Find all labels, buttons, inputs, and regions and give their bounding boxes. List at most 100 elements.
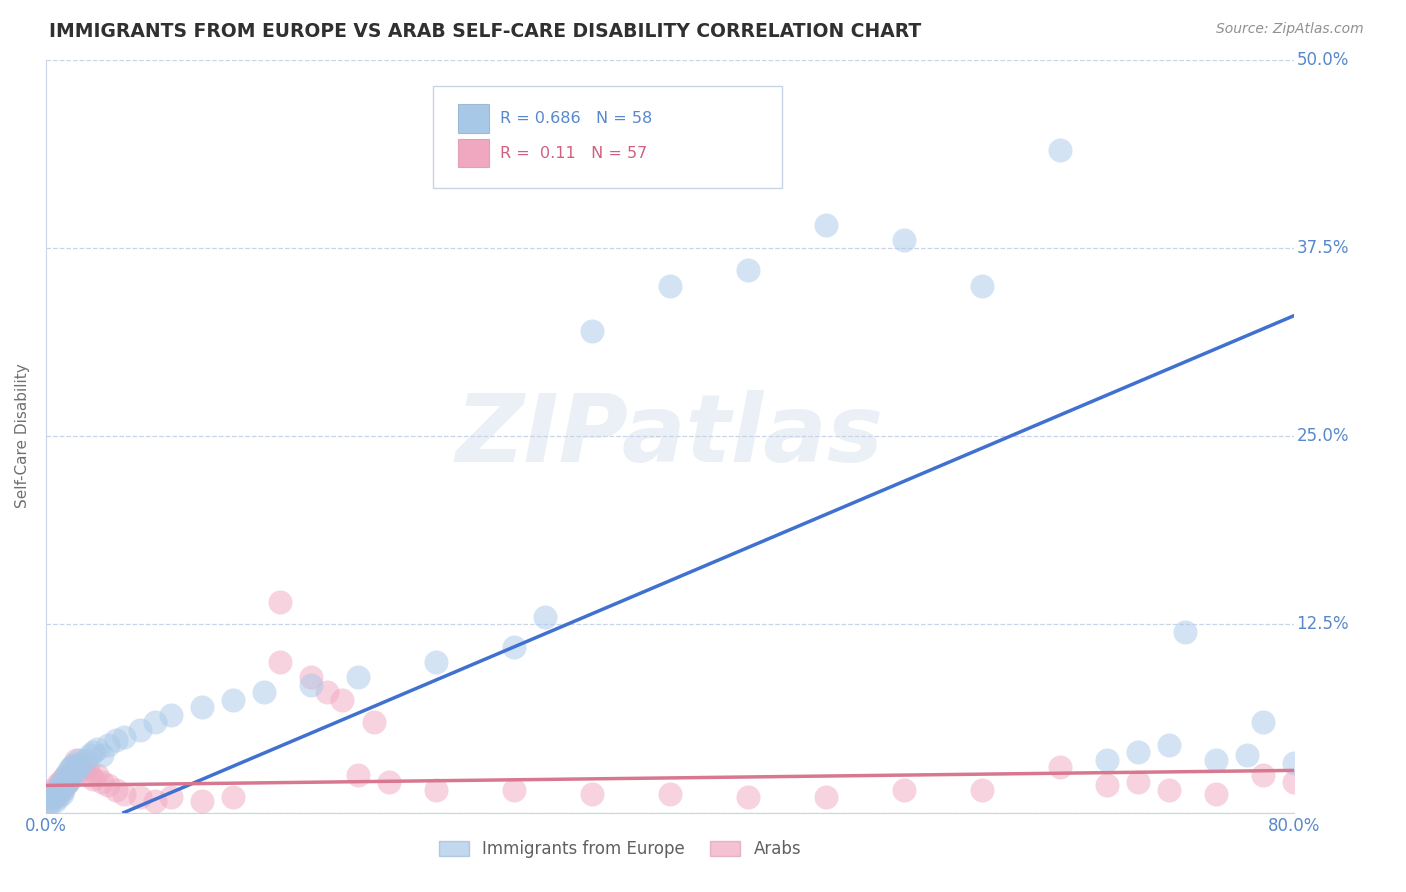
Point xyxy=(503,783,526,797)
Point xyxy=(44,790,66,805)
Point xyxy=(41,790,63,805)
Point xyxy=(79,768,101,782)
Point xyxy=(814,790,837,805)
Point xyxy=(49,775,72,789)
Point xyxy=(112,788,135,802)
Point xyxy=(1159,738,1181,752)
Point xyxy=(269,655,291,669)
Point xyxy=(1205,753,1227,767)
Point xyxy=(1049,760,1071,774)
Point xyxy=(63,764,86,778)
Point xyxy=(97,738,120,752)
Point xyxy=(58,772,80,787)
Point xyxy=(45,779,67,793)
Point xyxy=(59,768,82,782)
Text: R =  0.11   N = 57: R = 0.11 N = 57 xyxy=(501,145,648,161)
Bar xyxy=(458,104,489,133)
Point xyxy=(1282,756,1305,770)
Point xyxy=(53,772,76,787)
Point xyxy=(52,772,75,787)
Bar xyxy=(458,139,489,168)
Point xyxy=(112,731,135,745)
Point xyxy=(1126,745,1149,759)
Point xyxy=(737,790,759,805)
Point xyxy=(347,768,370,782)
Point xyxy=(97,779,120,793)
Point xyxy=(191,793,214,807)
Point xyxy=(1251,715,1274,730)
Point xyxy=(86,742,108,756)
Point xyxy=(42,788,65,802)
Point xyxy=(332,692,354,706)
Point xyxy=(49,779,72,793)
Point xyxy=(737,263,759,277)
Point xyxy=(159,707,181,722)
Point xyxy=(55,768,77,782)
Text: 37.5%: 37.5% xyxy=(1296,239,1348,257)
Point xyxy=(347,670,370,684)
Point xyxy=(503,640,526,654)
Point xyxy=(82,772,104,787)
Point xyxy=(1251,768,1274,782)
Point xyxy=(51,783,73,797)
Point xyxy=(1205,788,1227,802)
Point xyxy=(39,790,62,805)
Point xyxy=(51,788,73,802)
Point xyxy=(91,748,114,763)
Point xyxy=(91,775,114,789)
Point xyxy=(893,233,915,247)
Point xyxy=(222,692,245,706)
Point xyxy=(42,783,65,797)
Point xyxy=(67,753,90,767)
Point xyxy=(363,715,385,730)
Point xyxy=(159,790,181,805)
Point xyxy=(378,775,401,789)
Text: 50.0%: 50.0% xyxy=(1296,51,1348,69)
Point xyxy=(66,760,89,774)
Y-axis label: Self-Care Disability: Self-Care Disability xyxy=(15,364,30,508)
Point xyxy=(425,783,447,797)
Point xyxy=(62,760,84,774)
Text: R = 0.686   N = 58: R = 0.686 N = 58 xyxy=(501,111,652,126)
Point xyxy=(253,685,276,699)
Point xyxy=(143,793,166,807)
Point xyxy=(581,324,603,338)
Point xyxy=(58,764,80,778)
Point xyxy=(191,700,214,714)
Point xyxy=(38,793,60,807)
Point xyxy=(73,753,96,767)
Point xyxy=(1095,753,1118,767)
Point xyxy=(66,760,89,774)
Point xyxy=(38,797,60,812)
Point xyxy=(56,775,79,789)
Point xyxy=(105,733,128,747)
Point xyxy=(128,790,150,805)
FancyBboxPatch shape xyxy=(433,86,782,187)
Point xyxy=(62,768,84,782)
Point xyxy=(53,779,76,793)
Text: Source: ZipAtlas.com: Source: ZipAtlas.com xyxy=(1216,22,1364,37)
Point xyxy=(814,219,837,233)
Point xyxy=(65,753,87,767)
Point xyxy=(39,793,62,807)
Point xyxy=(222,790,245,805)
Point xyxy=(48,788,70,802)
Point xyxy=(51,775,73,789)
Text: 25.0%: 25.0% xyxy=(1296,427,1348,445)
Point xyxy=(534,609,557,624)
Point xyxy=(59,760,82,774)
Point xyxy=(970,783,993,797)
Point xyxy=(76,760,98,774)
Point xyxy=(1236,748,1258,763)
Point xyxy=(581,788,603,802)
Point xyxy=(1282,775,1305,789)
Point xyxy=(299,677,322,691)
Point xyxy=(105,783,128,797)
Point xyxy=(970,278,993,293)
Point xyxy=(128,723,150,737)
Point xyxy=(659,278,682,293)
Point xyxy=(1126,775,1149,789)
Point xyxy=(45,783,67,797)
Point xyxy=(893,783,915,797)
Point xyxy=(63,757,86,772)
